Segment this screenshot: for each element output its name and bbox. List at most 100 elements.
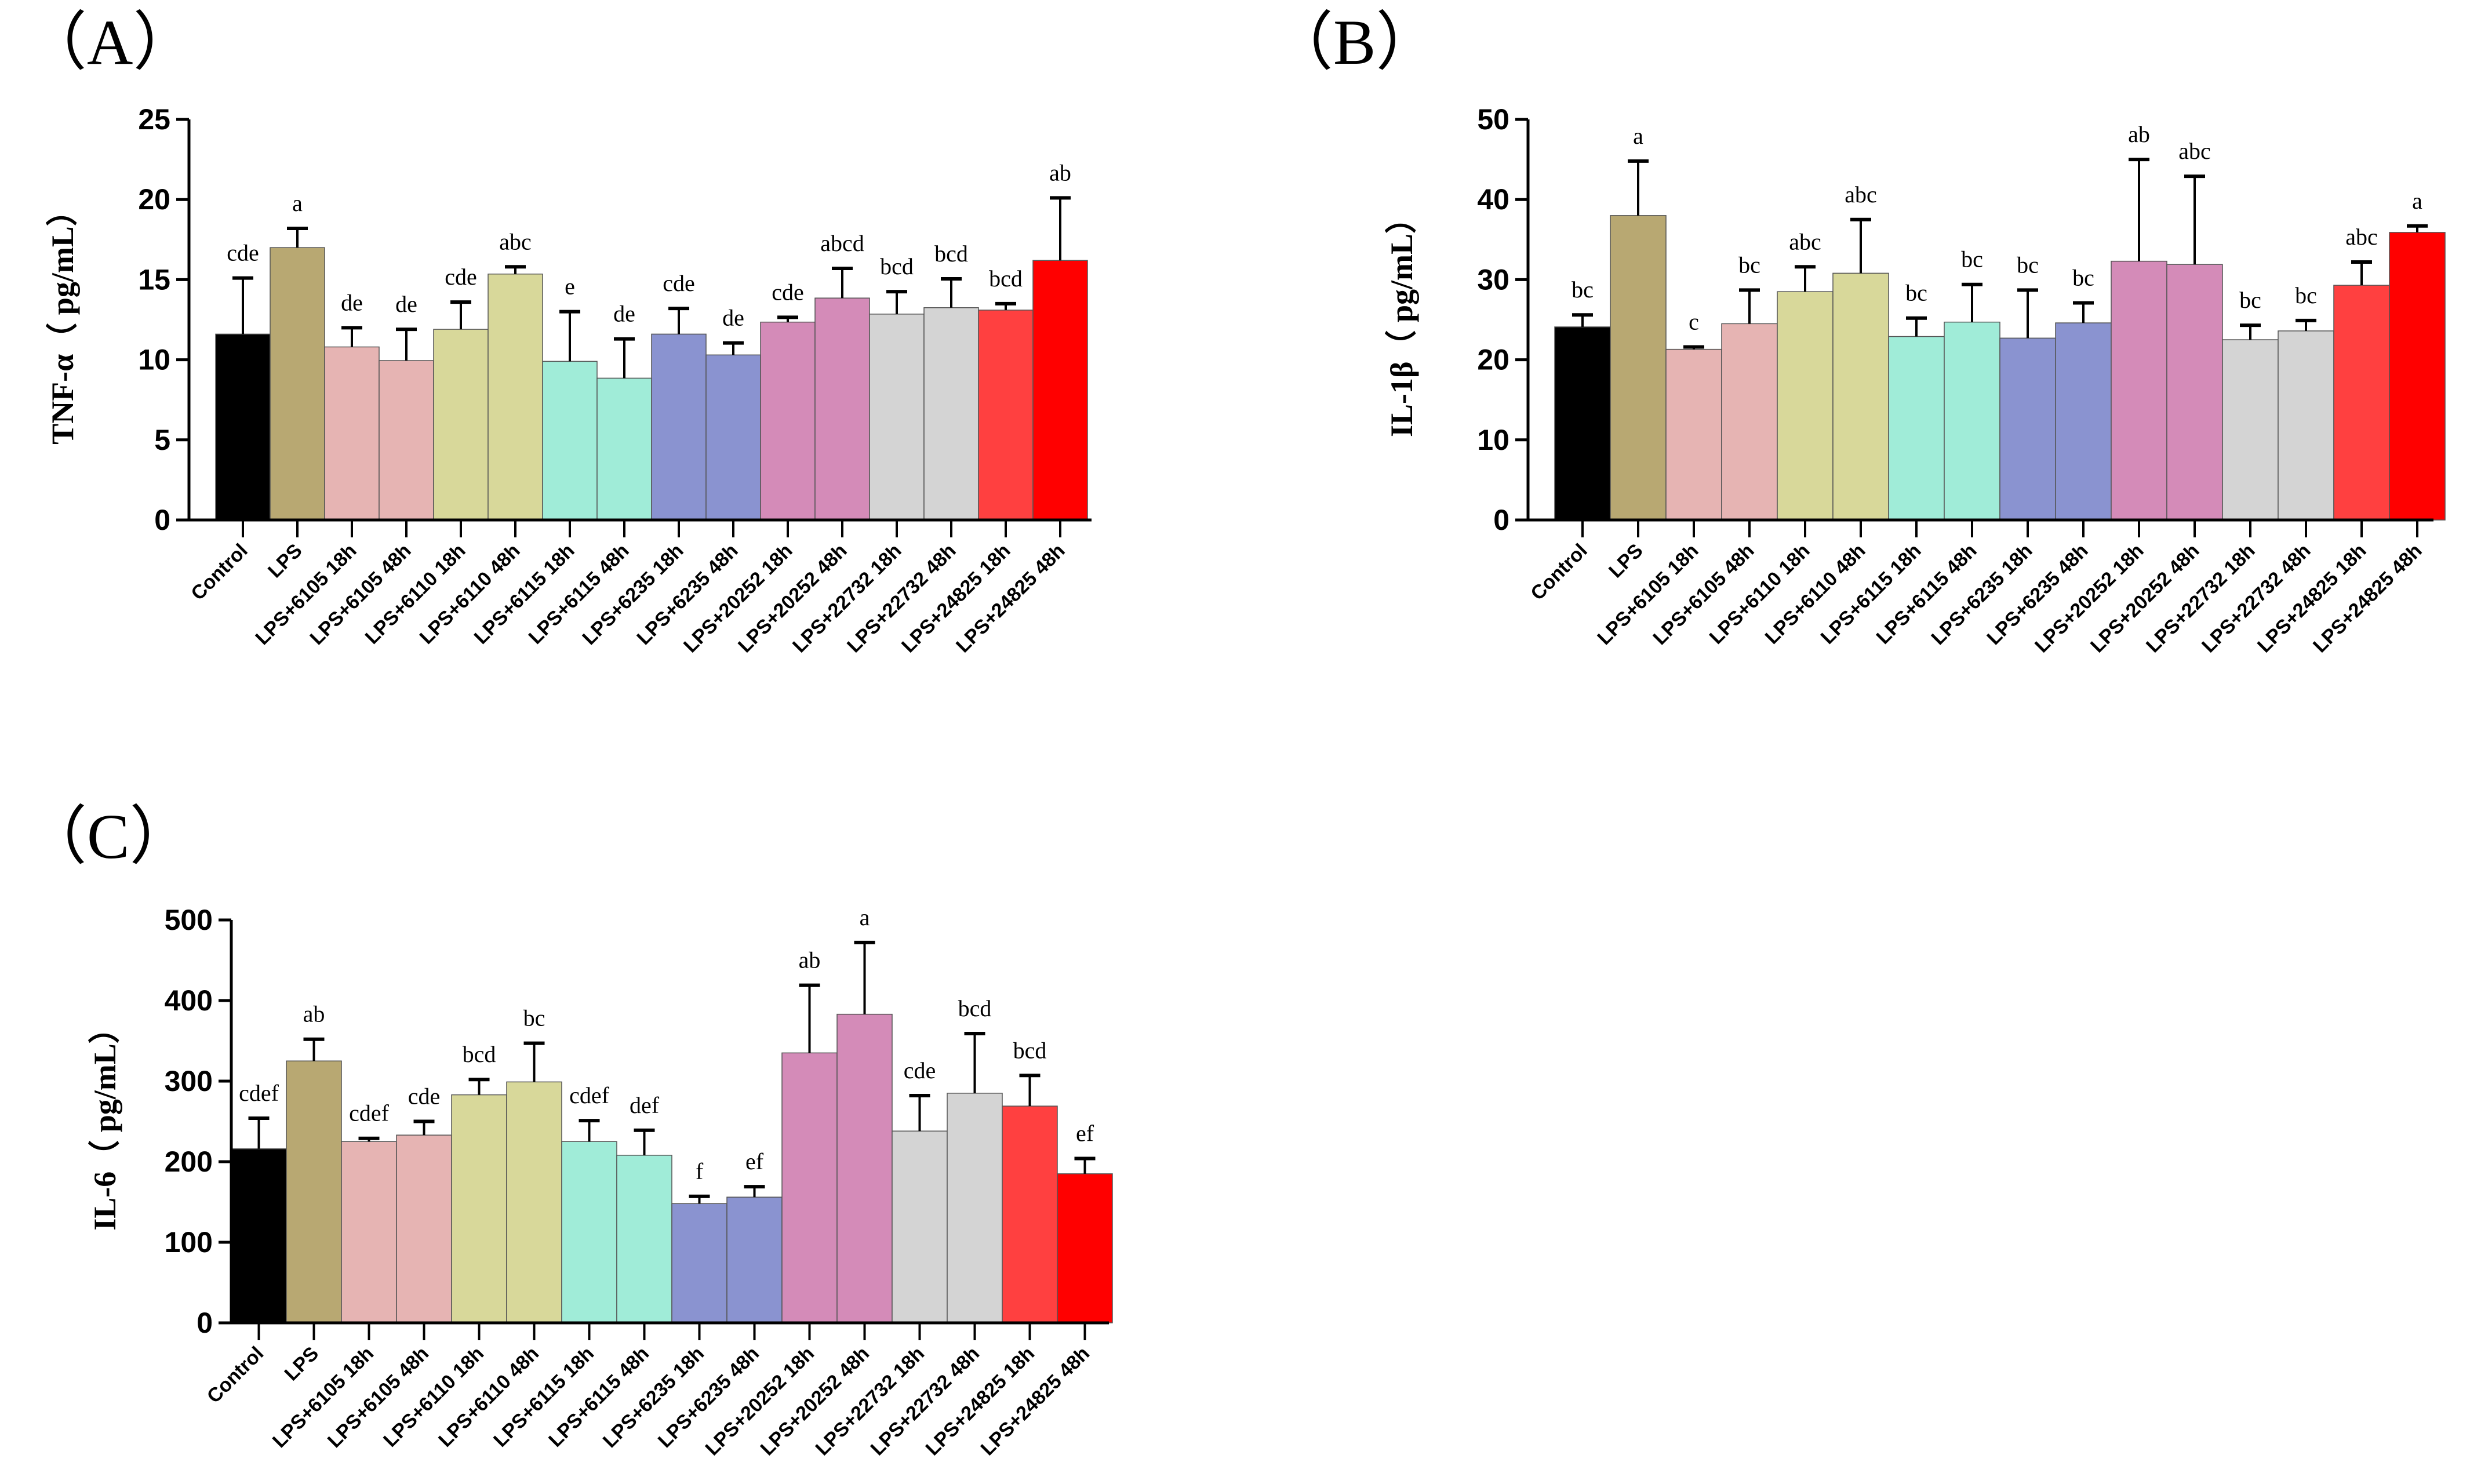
panel-label: （B）: [1269, 7, 1439, 78]
bar: [616, 1155, 672, 1323]
significance-letter: bc: [523, 1005, 545, 1031]
category-label: Control: [1526, 540, 1591, 605]
category-label: LPS+6105 48h: [323, 1343, 433, 1452]
bar: [651, 333, 707, 521]
y-tick-label: 0: [154, 504, 170, 536]
y-tick-label: 0: [1493, 504, 1509, 536]
bar: [1032, 260, 1088, 521]
category-label: LPS+6235 18h: [599, 1343, 708, 1452]
bar: [781, 1052, 838, 1323]
bar: [923, 307, 979, 521]
bar: [215, 333, 271, 521]
significance-letter: a: [860, 904, 870, 930]
category-label: LPS: [1605, 540, 1647, 583]
significance-letter: bcd: [989, 265, 1023, 292]
y-tick-label: 300: [165, 1065, 213, 1097]
bar: [286, 1060, 342, 1323]
y-tick-label: 50: [1477, 103, 1509, 136]
bar: [836, 1013, 893, 1323]
bar: [892, 1130, 948, 1323]
bar: [451, 1094, 507, 1323]
significance-letter: bcd: [880, 253, 914, 279]
y-axis-label: IL-6（ pg/mL）: [88, 1012, 122, 1231]
y-tick-label: 100: [165, 1226, 213, 1259]
category-label: LPS+6105 48h: [1649, 540, 1758, 649]
y-axis-label: IL-1β（ pg/mL）: [1384, 202, 1419, 437]
significance-letter: e: [565, 274, 575, 300]
category-label: LPS+6110 48h: [434, 1343, 543, 1452]
significance-letter: de: [613, 301, 635, 327]
category-label: LPS: [264, 540, 307, 583]
bar: [396, 1134, 452, 1323]
category-label: LPS+6115 48h: [544, 1343, 653, 1452]
significance-letter: abc: [2178, 138, 2211, 164]
bar: [978, 310, 1034, 521]
significance-letter: bcd: [934, 241, 968, 267]
category-label: LPS+6105 18h: [1593, 540, 1703, 649]
y-tick-label: 15: [138, 263, 170, 296]
bar: [542, 361, 598, 521]
category-label: LPS+6235 18h: [1927, 540, 2036, 649]
bar: [596, 377, 652, 521]
significance-letter: bc: [1572, 277, 1594, 303]
y-tick-label: 10: [1477, 424, 1509, 456]
bar: [433, 329, 489, 521]
y-tick-label: 10: [138, 344, 170, 376]
significance-letter: bc: [1961, 246, 1983, 272]
bar: [324, 346, 380, 521]
significance-letter: abcd: [820, 230, 864, 256]
bar: [341, 1141, 397, 1323]
bar: [2389, 232, 2446, 521]
category-label: LPS+6110 18h: [379, 1343, 488, 1452]
bar: [1777, 291, 1834, 521]
y-tick-label: 500: [165, 904, 213, 936]
significance-letter: cde: [904, 1057, 936, 1083]
y-axis-label: TNF-α（ pg/mL）: [45, 195, 80, 445]
significance-letter: cde: [445, 264, 477, 290]
y-tick-label: 40: [1477, 183, 1509, 216]
bar: [506, 1081, 562, 1323]
category-label: LPS+6110 18h: [1705, 540, 1814, 649]
category-label: LPS+6115 18h: [489, 1343, 598, 1452]
significance-letter: bcd: [1013, 1037, 1047, 1063]
significance-letter: f: [696, 1158, 704, 1184]
category-label: LPS+6235 48h: [1982, 540, 2092, 649]
y-tick-label: 0: [197, 1307, 213, 1339]
significance-letter: bcd: [958, 995, 992, 1021]
y-tick-label: 20: [1477, 344, 1509, 376]
bar: [1721, 323, 1778, 521]
bar: [2278, 330, 2334, 521]
bar: [2055, 322, 2112, 521]
bar: [760, 321, 816, 521]
category-label: LPS+6115 48h: [1872, 540, 1981, 649]
y-tick-label: 5: [154, 424, 170, 456]
significance-letter: bcd: [463, 1041, 496, 1067]
category-label: LPS+6115 18h: [1817, 540, 1926, 649]
significance-letter: abc: [1789, 228, 1821, 254]
bar: [231, 1148, 287, 1323]
significance-letter: a: [292, 190, 303, 216]
bar: [869, 314, 925, 521]
category-label: LPS: [281, 1343, 323, 1385]
significance-letter: a: [1633, 123, 1643, 149]
y-tick-label: 25: [138, 103, 170, 136]
significance-letter: ab: [1049, 159, 1071, 186]
significance-letter: abc: [499, 228, 532, 254]
bar: [1999, 337, 2056, 521]
significance-letter: cdef: [569, 1082, 610, 1108]
significance-letter: ab: [2128, 121, 2150, 147]
bar: [1057, 1173, 1113, 1323]
bar: [2166, 264, 2223, 521]
significance-letter: cde: [227, 240, 259, 266]
significance-letter: cde: [408, 1083, 441, 1110]
significance-letter: a: [2412, 188, 2422, 214]
category-label: LPS+6235 48h: [654, 1343, 763, 1452]
significance-letter: cde: [663, 270, 695, 296]
panel-label: （A）: [23, 7, 197, 78]
bar: [379, 360, 434, 521]
bar: [1610, 215, 1667, 521]
bar: [726, 1196, 783, 1323]
significance-letter: cdef: [349, 1100, 390, 1126]
significance-letter: de: [722, 305, 744, 331]
